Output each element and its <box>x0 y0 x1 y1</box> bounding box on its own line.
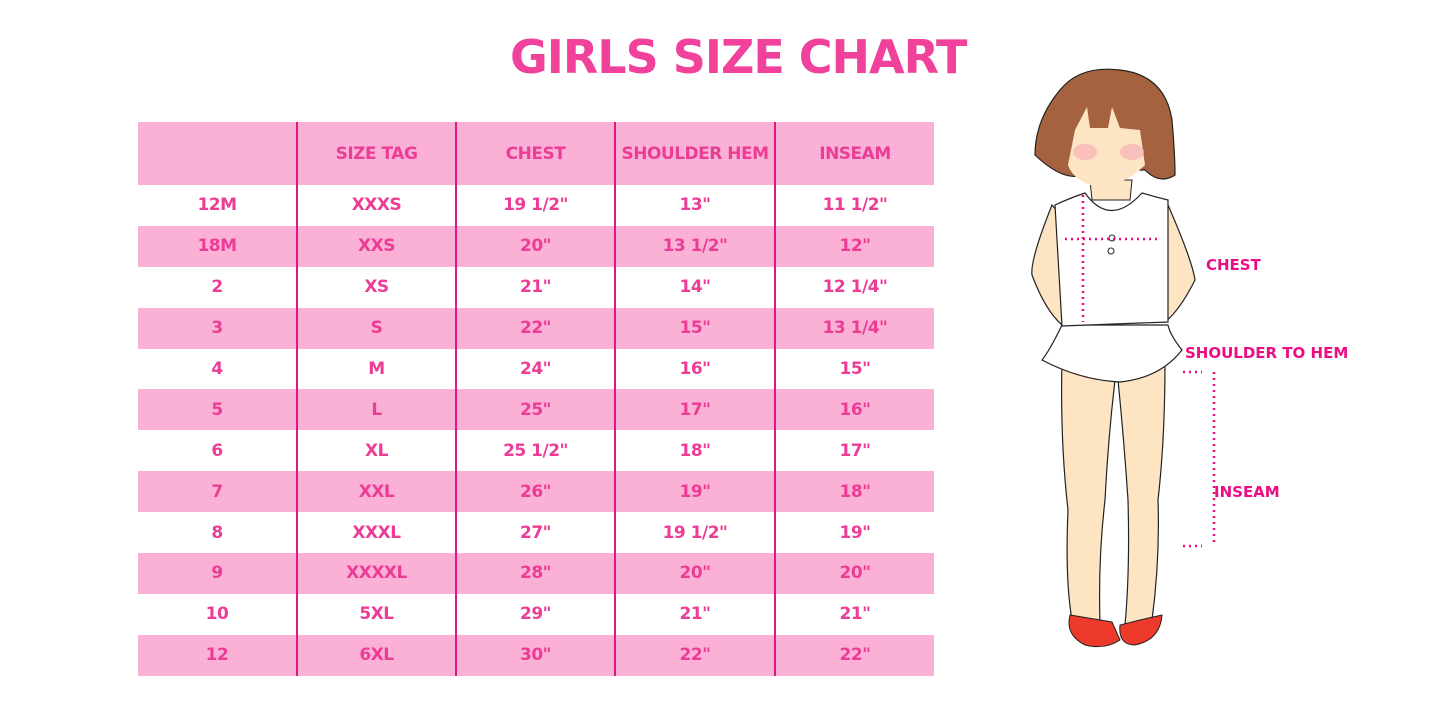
table-cell: 10 <box>205 604 229 625</box>
table-cell: 26" <box>455 471 615 513</box>
table-cell: L <box>296 389 456 431</box>
column-header: INSEAM <box>774 122 934 185</box>
table-cell: 19 1/2" <box>614 512 775 554</box>
skirt <box>1041 324 1183 383</box>
inseam-label: INSEAM <box>1214 483 1280 501</box>
table-cell: 27" <box>455 512 615 554</box>
table-cell: XXS <box>296 225 456 267</box>
table-cell: XS <box>296 266 456 308</box>
table-cell: 12 <box>138 634 297 676</box>
table-row: 6 XL 25 1/2" 18" 17" <box>138 430 934 472</box>
table-cell: 21" <box>455 266 615 308</box>
table-cell: 21" <box>774 593 934 635</box>
table-cell: 15" <box>614 307 775 349</box>
table-cell: 11 1/2" <box>774 185 934 226</box>
table-cell: 19 1/2" <box>455 185 615 226</box>
table-cell: 6 <box>211 440 223 461</box>
table-cell: 15" <box>774 348 934 390</box>
table-cell: 13 1/2" <box>614 225 775 267</box>
table-cell: M <box>296 348 456 390</box>
table-cell: 25 1/2" <box>455 430 615 472</box>
table-cell: S <box>296 307 456 349</box>
table-cell: 19" <box>774 512 934 554</box>
table-cell: 22" <box>614 634 775 676</box>
table-cell: 21" <box>614 593 775 635</box>
table-cell: 6XL <box>296 634 456 676</box>
table-cell: 28" <box>455 553 615 594</box>
table-cell: 2 <box>211 277 223 298</box>
table-cell: XXL <box>296 471 456 513</box>
table-cell: 24" <box>455 348 615 390</box>
table-cell: 12 1/4" <box>774 266 934 308</box>
table-cell: XL <box>296 430 456 472</box>
table-cell: 8 <box>211 522 223 543</box>
table-row: 7 XXL 26" 19" 18" <box>138 471 934 513</box>
table-row: 5 L 25" 17" 16" <box>138 389 934 431</box>
table-cell: 20" <box>614 553 775 594</box>
table-cell: 13 1/4" <box>774 307 934 349</box>
table-row: 12 6XL 30" 22" 22" <box>138 634 934 676</box>
table-cell: 22" <box>774 634 934 676</box>
column-header: CHEST <box>455 122 615 185</box>
table-cell: 18" <box>614 430 775 472</box>
table-row: 4 M 24" 16" 15" <box>138 348 934 390</box>
table-row: 9 XXXXL 28" 20" 20" <box>138 553 934 594</box>
table-cell: 16" <box>774 389 934 431</box>
table-cell: 17" <box>614 389 775 431</box>
table-cell: 18" <box>774 471 934 513</box>
page-title: GIRLS SIZE CHART <box>510 30 967 84</box>
table-cell: 14" <box>614 266 775 308</box>
table-cell: 7 <box>138 471 297 513</box>
table-cell: 25" <box>455 389 615 431</box>
table-cell: 3 <box>138 307 297 349</box>
chest-label: CHEST <box>1206 256 1261 274</box>
table-cell: XXXS <box>296 185 456 226</box>
table-header-row: SIZE TAG CHEST SHOULDER HEM INSEAM <box>138 122 934 185</box>
table-cell: 13" <box>614 185 775 226</box>
table-row: 18M XXS 20" 13 1/2" 12" <box>138 225 934 267</box>
table-cell: 29" <box>455 593 615 635</box>
table-cell: 5 <box>138 389 297 431</box>
table-cell: 19" <box>614 471 775 513</box>
table-row: 3 S 22" 15" 13 1/4" <box>138 307 934 349</box>
table-cell: 30" <box>455 634 615 676</box>
left-shoe <box>1068 614 1121 648</box>
table-row: 8 XXXL 27" 19 1/2" 19" <box>138 512 934 554</box>
girl-illustration: CHEST SHOULDER TO HEM INSEAM <box>1020 60 1370 664</box>
table-cell: 12M <box>197 195 237 216</box>
size-table: SIZE TAG CHEST SHOULDER HEM INSEAM 12M XXXS 1… <box>138 122 934 676</box>
table-cell: 18M <box>138 225 297 267</box>
table-cell: XXXXL <box>296 553 456 594</box>
table-cell: 20" <box>774 553 934 594</box>
table-cell: 17" <box>774 430 934 472</box>
table-cell: 22" <box>455 307 615 349</box>
column-header: SIZE TAG <box>296 122 456 185</box>
table-row: 10 5XL 29" 21" 21" <box>138 593 934 635</box>
table-row: 12M XXXS 19 1/2" 13" 11 1/2" <box>138 185 934 226</box>
table-cell: 9 <box>138 553 297 594</box>
column-header: SHOULDER HEM <box>614 122 775 185</box>
column-header <box>138 122 297 185</box>
table-cell: XXXL <box>296 512 456 554</box>
table-cell: 12" <box>774 225 934 267</box>
shoulder-to-hem-label: SHOULDER TO HEM <box>1185 344 1349 362</box>
table-cell: 20" <box>455 225 615 267</box>
table-cell: 5XL <box>296 593 456 635</box>
face <box>1068 107 1145 186</box>
left-leg <box>1061 359 1116 626</box>
table-cell: 4 <box>211 359 223 379</box>
right-shoe <box>1119 614 1163 646</box>
right-leg <box>1117 359 1166 626</box>
top <box>1054 192 1169 327</box>
table-row: 2 XS 21" 14" 12 1/4" <box>138 266 934 308</box>
table-cell: 16" <box>614 348 775 390</box>
